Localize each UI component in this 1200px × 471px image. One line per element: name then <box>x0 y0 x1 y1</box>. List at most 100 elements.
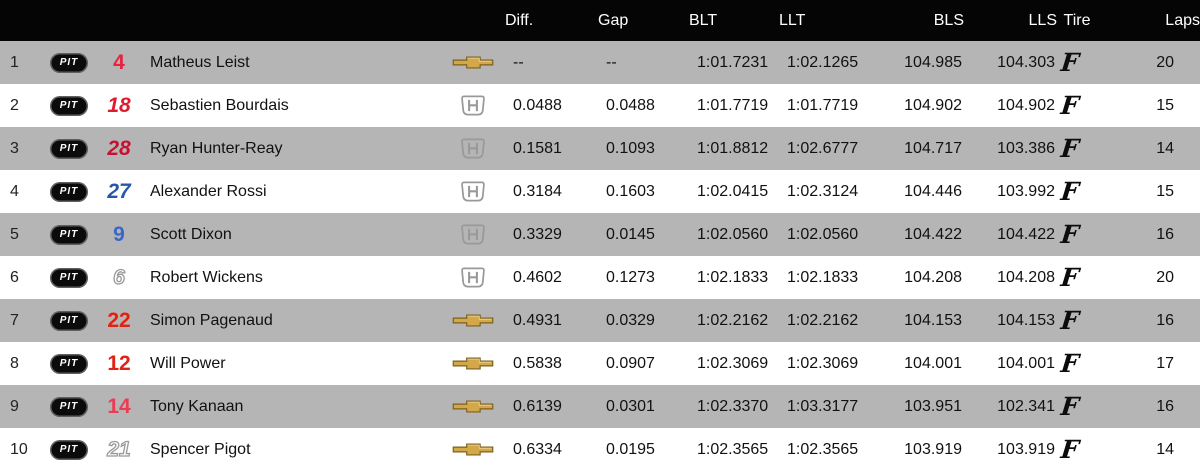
laps-value: 14 <box>1156 139 1174 157</box>
best-lap-time-value: 1:02.0560 <box>697 225 769 243</box>
pit-badge-label: PIT <box>59 186 79 197</box>
last-lap-time-value: 1:02.3069 <box>787 354 859 372</box>
best-lap-speed-value: 104.208 <box>904 268 962 286</box>
last-lap-speed-value: 103.386 <box>997 139 1055 157</box>
pit-badge-label: PIT <box>59 229 79 240</box>
header-blt: BLT <box>689 11 718 29</box>
best-lap-time-value: 1:02.3069 <box>697 354 769 372</box>
last-lap-speed-value: 104.902 <box>997 96 1055 114</box>
pit-status-badge: PIT <box>50 224 88 245</box>
car-number: 6 <box>113 267 126 288</box>
header-laps: Laps <box>1165 11 1200 29</box>
diff-value: 0.6334 <box>513 440 562 458</box>
last-lap-time-value: 1:03.3177 <box>787 397 859 415</box>
gap-value: 0.1093 <box>606 139 655 157</box>
pit-status-badge: PIT <box>50 95 88 116</box>
table-row[interactable]: 10 PIT 21 Spencer Pigot 0. <box>0 428 1200 471</box>
diff-value: 0.5838 <box>513 354 562 372</box>
table-row[interactable]: 1 PIT 4 Matheus Leist -- <box>0 41 1200 84</box>
table-row[interactable]: 4 PIT 27 Alexander Rossi 0 <box>0 170 1200 213</box>
chevrolet-logo <box>452 55 494 70</box>
driver-name: Robert Wickens <box>150 268 263 286</box>
chevrolet-logo <box>452 399 494 414</box>
last-lap-speed-value: 104.153 <box>997 311 1055 329</box>
table-row[interactable]: 2 PIT 18 Sebastien Bourdais <box>0 84 1200 127</box>
gap-value: 0.0145 <box>606 225 655 243</box>
diff-value: -- <box>513 53 524 71</box>
pit-badge-label: PIT <box>59 315 79 326</box>
gap-value: -- <box>606 53 617 71</box>
diff-value: 0.0488 <box>513 96 562 114</box>
gap-value: 0.1273 <box>606 268 655 286</box>
driver-name: Will Power <box>150 354 226 372</box>
gap-value: 0.0907 <box>606 354 655 372</box>
honda-logo <box>460 180 486 203</box>
gap-value: 0.0488 <box>606 96 655 114</box>
position-label: 6 <box>10 268 19 286</box>
driver-name: Simon Pagenaud <box>150 311 273 329</box>
best-lap-speed-value: 104.001 <box>904 354 962 372</box>
pit-badge-label: PIT <box>59 444 79 455</box>
last-lap-speed-value: 104.303 <box>997 53 1055 71</box>
laps-value: 16 <box>1156 225 1174 243</box>
header-tire: Tire <box>1063 11 1091 29</box>
diff-value: 0.3184 <box>513 182 562 200</box>
table-row[interactable]: 8 PIT 12 Will Power 0.5838 <box>0 342 1200 385</box>
firestone-tire-icon: F <box>1059 93 1081 118</box>
best-lap-time-value: 1:02.0415 <box>697 182 769 200</box>
last-lap-time-value: 1:02.3124 <box>787 182 859 200</box>
laps-value: 16 <box>1156 397 1174 415</box>
last-lap-time-value: 1:02.6777 <box>787 139 859 157</box>
last-lap-speed-value: 102.341 <box>997 397 1055 415</box>
driver-name: Matheus Leist <box>150 53 250 71</box>
last-lap-time-value: 1:02.0560 <box>787 225 859 243</box>
last-lap-speed-value: 103.919 <box>997 440 1055 458</box>
honda-logo <box>460 223 486 246</box>
last-lap-time-value: 1:02.3565 <box>787 440 859 458</box>
firestone-tire-icon: F <box>1059 308 1081 333</box>
last-lap-speed-value: 104.001 <box>997 354 1055 372</box>
pit-badge-label: PIT <box>59 57 79 68</box>
table-row[interactable]: 7 PIT 22 Simon Pagenaud 0. <box>0 299 1200 342</box>
last-lap-speed-value: 103.992 <box>997 182 1055 200</box>
table-row[interactable]: 3 PIT 28 Ryan Hunter-Reay <box>0 127 1200 170</box>
gap-value: 0.1603 <box>606 182 655 200</box>
last-lap-time-value: 1:02.2162 <box>787 311 859 329</box>
driver-name: Ryan Hunter-Reay <box>150 139 283 157</box>
diff-value: 0.3329 <box>513 225 562 243</box>
gap-value: 0.0301 <box>606 397 655 415</box>
laps-value: 14 <box>1156 440 1174 458</box>
firestone-tire-icon: F <box>1059 50 1081 75</box>
table-row[interactable]: 9 PIT 14 Tony Kanaan 0.613 <box>0 385 1200 428</box>
table-row[interactable]: 5 PIT 9 Scott Dixon 0.3329 <box>0 213 1200 256</box>
last-lap-speed-value: 104.208 <box>997 268 1055 286</box>
best-lap-time-value: 1:02.3370 <box>697 397 769 415</box>
diff-value: 0.6139 <box>513 397 562 415</box>
driver-name: Scott Dixon <box>150 225 232 243</box>
car-number: 27 <box>107 181 131 202</box>
car-number: 4 <box>113 52 125 73</box>
driver-name: Tony Kanaan <box>150 397 244 415</box>
honda-logo <box>460 137 486 160</box>
best-lap-speed-value: 104.717 <box>904 139 962 157</box>
best-lap-time-value: 1:02.3565 <box>697 440 769 458</box>
car-number: 9 <box>113 224 125 245</box>
laps-value: 17 <box>1156 354 1174 372</box>
firestone-tire-icon: F <box>1059 394 1081 419</box>
honda-logo <box>460 94 486 117</box>
pit-status-badge: PIT <box>50 52 88 73</box>
best-lap-speed-value: 104.902 <box>904 96 962 114</box>
pit-badge-label: PIT <box>59 401 79 412</box>
header-diff: Diff. <box>505 11 534 29</box>
last-lap-speed-value: 104.422 <box>997 225 1055 243</box>
gap-value: 0.0195 <box>606 440 655 458</box>
best-lap-time-value: 1:01.8812 <box>697 139 769 157</box>
best-lap-time-value: 1:02.1833 <box>697 268 769 286</box>
table-row[interactable]: 6 PIT 6 Robert Wickens 0.4 <box>0 256 1200 299</box>
best-lap-time-value: 1:01.7231 <box>697 53 769 71</box>
driver-name: Alexander Rossi <box>150 182 267 200</box>
car-number: 21 <box>107 439 132 460</box>
header-lls: LLS <box>1028 11 1057 29</box>
firestone-tire-icon: F <box>1059 136 1081 161</box>
